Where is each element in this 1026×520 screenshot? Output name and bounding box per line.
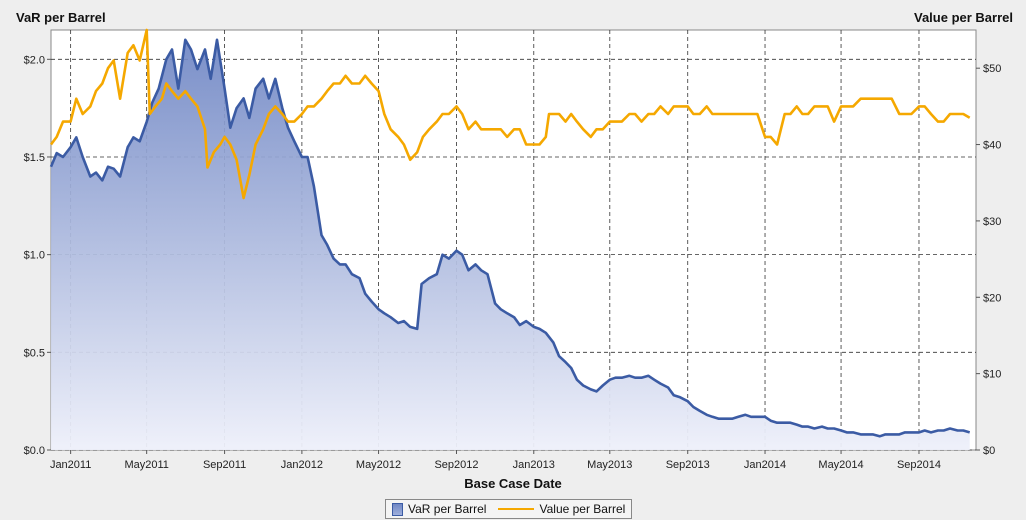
y-right-tick-label: $40 — [983, 140, 1001, 152]
y-left-tick-label: $1.0 — [24, 250, 45, 262]
y-right-tick-label: $20 — [983, 292, 1001, 304]
legend-item-var: VaR per Barrel — [392, 502, 486, 516]
y-left-tick-label: $2.0 — [24, 54, 45, 66]
x-tick-label: Jan2011 — [50, 459, 91, 471]
y-left-tick-label: $0.0 — [24, 445, 45, 457]
x-tick-label: Sep2014 — [897, 459, 941, 471]
y-right-tick-label: $10 — [983, 369, 1001, 381]
x-tick-label: May2014 — [818, 459, 863, 471]
y-right-tick-label: $30 — [983, 216, 1001, 228]
legend: VaR per Barrel Value per Barrel — [385, 499, 633, 519]
var-per-barrel-area — [51, 39, 970, 451]
legend-swatch-value — [498, 508, 535, 510]
y-right-tick-label: $50 — [983, 63, 1001, 75]
y-axis-left-title: VaR per Barrel — [16, 10, 106, 25]
y-axis-right-title: Value per Barrel — [914, 10, 1013, 25]
x-tick-label: May2013 — [587, 459, 632, 471]
x-axis-ticks: Jan2011 May2011 Sep2011 Jan2012 May2012 Sep20… — [50, 450, 941, 471]
y-left-tick-label: $1.5 — [24, 152, 45, 164]
y-axis-left-ticks: $0.0 $0.5 $1.0 $1.5 $2.0 — [24, 54, 51, 457]
x-tick-label: May2012 — [356, 459, 401, 471]
x-axis-title: Base Case Date — [464, 476, 562, 491]
y-right-tick-label: $0 — [983, 445, 995, 457]
y-left-tick-label: $0.5 — [24, 347, 45, 359]
legend-label-value: Value per Barrel — [539, 502, 626, 516]
x-tick-label: Sep2012 — [434, 459, 478, 471]
x-tick-label: Sep2011 — [203, 459, 246, 471]
var-per-barrel-line — [49, 38, 971, 438]
x-tick-label: Jan2012 — [281, 459, 323, 471]
legend-item-value: Value per Barrel — [498, 502, 625, 516]
legend-label-var: VaR per Barrel — [408, 502, 487, 516]
legend-swatch-var — [392, 502, 403, 516]
x-tick-label: Jan2013 — [513, 459, 555, 471]
x-tick-label: Jan2014 — [744, 459, 786, 471]
x-tick-label: Sep2013 — [666, 459, 710, 471]
y-axis-right-ticks: $0 $10 $20 $30 $40 $50 — [976, 63, 1001, 457]
value-per-barrel-line — [49, 28, 971, 200]
x-tick-label: May2011 — [124, 459, 168, 471]
